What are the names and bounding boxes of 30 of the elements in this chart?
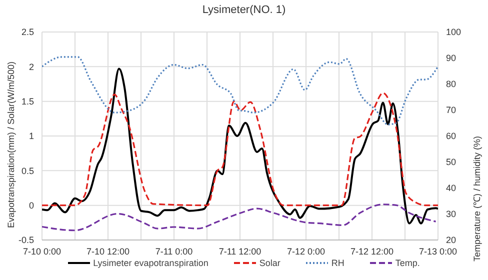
x-tick-label: 7-10 0:00 bbox=[22, 246, 62, 256]
legend-label: Lysimeter evapotranspiration bbox=[92, 258, 208, 268]
y-tick-label: 0 bbox=[28, 200, 34, 211]
y-tick-label: 1 bbox=[28, 131, 34, 142]
y2-tick-label: 20 bbox=[446, 235, 456, 246]
y-tick-label: 2.5 bbox=[21, 27, 34, 38]
y-tick-label: 1.5 bbox=[21, 96, 34, 107]
x-tick-label: 7-12 12:00 bbox=[350, 246, 394, 256]
x-tick-label: 7-11 12:00 bbox=[218, 246, 262, 256]
legend-label: Temp. bbox=[394, 258, 420, 268]
y-axis-title: Evapotranspiration(mm) / Solar(W/m/500) bbox=[6, 61, 16, 228]
y2-tick-label: 70 bbox=[446, 105, 456, 116]
x-tick-label: 7-13 0:00 bbox=[418, 246, 458, 256]
x-tick-label: 7-12 0:00 bbox=[286, 246, 326, 256]
y2-axis-title: Temperature (℃) / humidity (%) bbox=[472, 136, 482, 262]
y2-tick-label: 60 bbox=[446, 131, 456, 142]
x-tick-label: 7-10 12:00 bbox=[86, 246, 130, 256]
x-tick-label: 7-11 0:00 bbox=[155, 246, 193, 256]
y-tick-label: 0.5 bbox=[21, 166, 34, 176]
legend-label: RH bbox=[330, 258, 344, 268]
y2-tick-label: 80 bbox=[446, 79, 456, 90]
y2-tick-label: 40 bbox=[446, 183, 456, 194]
y2-tick-label: 30 bbox=[446, 209, 456, 220]
chart-title: Lysimeter(NO. 1) bbox=[201, 4, 287, 16]
y-tick-label: 2 bbox=[28, 62, 34, 72]
legend-label: Solar bbox=[258, 258, 280, 268]
y2-tick-label: 100 bbox=[446, 27, 462, 38]
y-tick-label: -0.5 bbox=[18, 235, 34, 246]
y2-tick-label: 90 bbox=[446, 53, 456, 64]
y2-tick-label: 50 bbox=[446, 157, 456, 168]
